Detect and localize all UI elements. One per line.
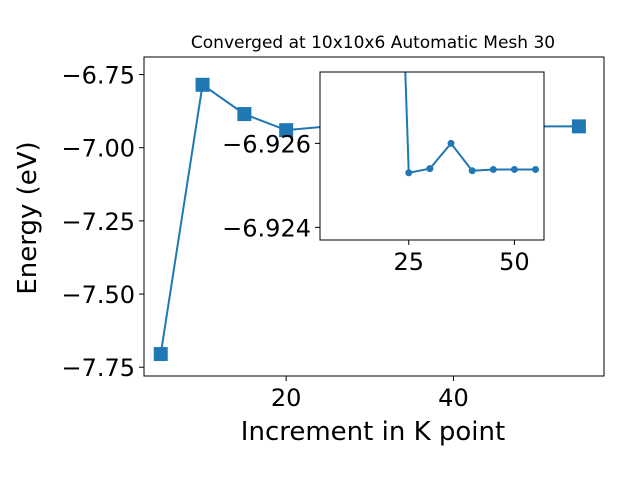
main-frame [143,56,605,377]
main-data-point [571,119,586,134]
x-axis-label: Increment in K point [241,417,505,447]
main-x-tick-label: 20 [271,384,302,412]
inset-series-line [404,72,536,175]
main-data-point [153,347,168,362]
inset-bg [320,72,544,240]
main-y-tick-label: −7.25 [61,208,135,236]
inset-y-tick-label: −6.926 [222,130,311,158]
inset-data-point [489,165,497,173]
inset-data-point [532,165,540,173]
main-data-point [195,77,210,92]
inset-x-tick-label: 50 [499,248,530,276]
main-data-point [237,107,252,122]
inset-series-0 [404,72,540,177]
inset-data-point [405,169,413,177]
inset-frame [319,71,545,241]
main-y-tick-label: −7.50 [61,281,135,309]
main-x-tick-label: 40 [438,384,469,412]
chart-title: Converged at 10x10x6 Automatic Mesh 30 [191,33,555,53]
main-y-tick-label: −6.75 [61,62,135,90]
inset-data-point [468,167,476,175]
inset-y-tick-label: −6.924 [222,214,311,242]
inset-data-point [510,165,518,173]
inset-plot: 25 50 −6.926 −6.924 [222,71,545,276]
main-y-tick-label: −7.00 [61,135,135,163]
main-y-tick-label: −7.75 [61,354,135,382]
main-data-point [279,123,294,138]
inset-data-point [426,165,434,173]
y-axis-label: Energy (eV) [13,141,43,294]
inset-x-tick-label: 25 [393,248,424,276]
inset-data-point [447,139,455,147]
